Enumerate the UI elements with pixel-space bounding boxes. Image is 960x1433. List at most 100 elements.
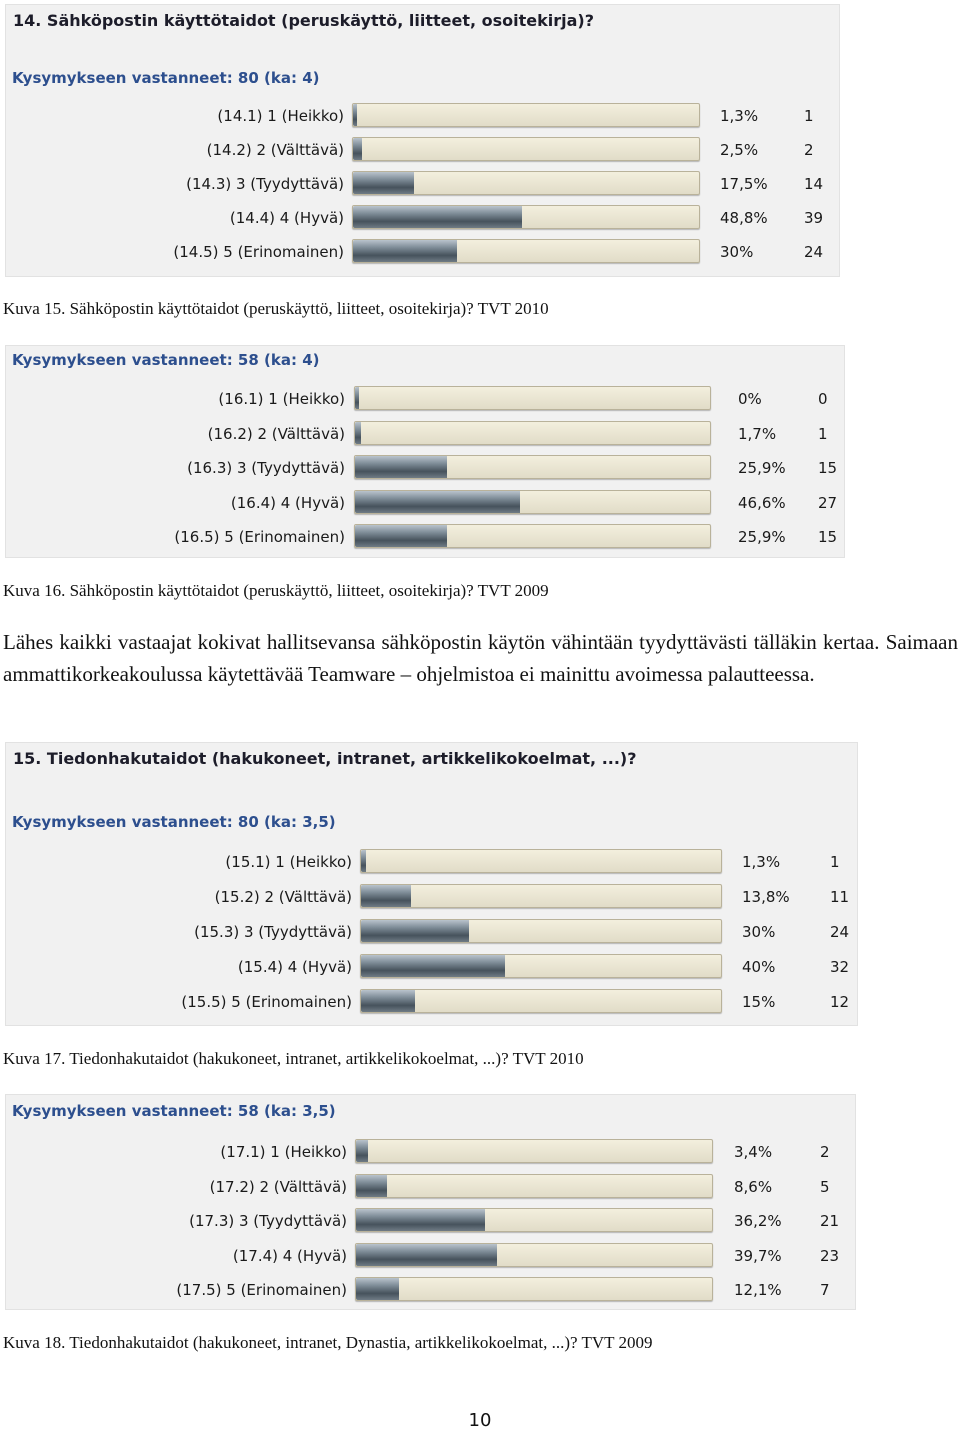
bar <box>356 1140 369 1162</box>
bar-row: (14.4) 4 (Hyvä) 48,8% 39 <box>6 205 839 231</box>
category-label: (16.4) 4 (Hyvä) <box>230 493 345 512</box>
percent-label: 0% <box>738 390 762 408</box>
category-label: (17.2) 2 (Välttävä) <box>209 1177 347 1196</box>
chart-panel-4: Kysymykseen vastanneet: 58 (ka: 3,5) (17… <box>5 1094 856 1310</box>
percent-label: 25,9% <box>738 459 786 477</box>
bar-row: (15.3) 3 (Tyydyttävä) 30% 24 <box>6 919 857 945</box>
bar-track <box>360 954 722 978</box>
category-label: (14.1) 1 (Heikko) <box>217 107 344 125</box>
percent-label: 13,8% <box>742 888 790 906</box>
bar-row: (17.3) 3 (Tyydyttävä) 36,2% 21 <box>6 1208 855 1234</box>
bar <box>355 387 359 409</box>
percent-label: 25,9% <box>738 528 786 546</box>
percent-label: 1,3% <box>720 107 759 125</box>
bar <box>355 525 447 547</box>
bar-row: (16.2) 2 (Välttävä) 1,7% 1 <box>6 420 844 447</box>
category-label: (17.3) 3 (Tyydyttävä) <box>189 1212 347 1230</box>
count-label: 1 <box>818 424 828 443</box>
bar <box>361 955 505 977</box>
bar <box>353 172 414 194</box>
category-label: (14.4) 4 (Hyvä) <box>229 209 344 227</box>
percent-label: 8,6% <box>734 1177 773 1196</box>
bar-track <box>352 137 700 161</box>
bar-track <box>360 849 722 873</box>
percent-label: 2,5% <box>720 141 759 159</box>
count-label: 1 <box>830 853 840 871</box>
percent-label: 1,7% <box>738 424 777 443</box>
bar <box>361 990 415 1012</box>
category-label: (17.4) 4 (Hyvä) <box>232 1246 347 1265</box>
category-label: (15.1) 1 (Heikko) <box>225 853 352 871</box>
bar <box>353 240 457 262</box>
respondents-label: Kysymykseen vastanneet: 58 (ka: 4) <box>12 351 320 369</box>
bar <box>361 885 411 907</box>
chart-panel-1: 14. Sähköpostin käyttötaidot (peruskäytt… <box>5 4 840 277</box>
bar <box>355 421 362 444</box>
bar-row: (15.1) 1 (Heikko) 1,3% 1 <box>6 849 857 875</box>
count-label: 2 <box>804 141 814 159</box>
bar-row: (16.1) 1 (Heikko) 0% 0 <box>6 386 844 412</box>
respondents-label: Kysymykseen vastanneet: 80 (ka: 4) <box>12 69 320 87</box>
count-label: 1 <box>804 107 814 125</box>
percent-label: 36,2% <box>734 1212 782 1230</box>
bar-row: (16.5) 5 (Erinomainen) 25,9% 15 <box>6 524 844 550</box>
figure-caption-15: Kuva 15. Sähköpostin käyttötaidot (perus… <box>3 299 549 318</box>
count-label: 15 <box>818 528 838 546</box>
bar <box>356 1209 485 1231</box>
chart-title: 15. Tiedonhakutaidot (hakukoneet, intran… <box>13 749 637 768</box>
percent-label: 1,3% <box>742 853 781 871</box>
count-label: 24 <box>830 923 850 941</box>
percent-label: 39,7% <box>734 1246 782 1265</box>
bar <box>355 456 447 478</box>
bar-track <box>354 420 711 445</box>
category-label: (17.1) 1 (Heikko) <box>220 1143 347 1161</box>
bar-row: (16.3) 3 (Tyydyttävä) 25,9% 15 <box>6 455 844 481</box>
category-label: (15.2) 2 (Välttävä) <box>214 888 352 906</box>
bar-track <box>355 1139 713 1163</box>
percent-label: 48,8% <box>720 209 768 227</box>
chart-panel-3: 15. Tiedonhakutaidot (hakukoneet, intran… <box>5 742 858 1026</box>
bar-track <box>352 205 700 229</box>
category-label: (15.5) 5 (Erinomainen) <box>181 993 352 1011</box>
percent-label: 15% <box>742 993 776 1011</box>
count-label: 11 <box>830 888 850 906</box>
count-label: 12 <box>830 993 850 1011</box>
bar-track <box>355 1208 713 1232</box>
percent-label: 40% <box>742 958 776 976</box>
bar-row: (17.4) 4 (Hyvä) 39,7% 23 <box>6 1242 855 1269</box>
percent-label: 30% <box>720 243 754 261</box>
bar-row: (17.5) 5 (Erinomainen) 12,1% 7 <box>6 1277 855 1303</box>
bar-row: (15.5) 5 (Erinomainen) 15% 12 <box>6 989 857 1015</box>
bar <box>355 490 521 513</box>
bar-row: (14.3) 3 (Tyydyttävä) 17,5% 14 <box>6 171 839 197</box>
bar-track <box>354 489 711 514</box>
category-label: (14.2) 2 (Välttävä) <box>206 141 344 159</box>
count-label: 23 <box>820 1246 840 1265</box>
bar-row: (14.1) 1 (Heikko) 1,3% 1 <box>6 103 839 129</box>
category-label: (16.3) 3 (Tyydyttävä) <box>187 459 345 477</box>
figure-caption-17: Kuva 17. Tiedonhakutaidot (hakukoneet, i… <box>3 1049 584 1068</box>
bar <box>353 138 362 160</box>
category-label: (16.5) 5 (Erinomainen) <box>174 528 345 546</box>
bar <box>353 206 522 228</box>
bar-row: (15.2) 2 (Välttävä) 13,8% 11 <box>6 884 857 910</box>
count-label: 24 <box>804 243 824 261</box>
bar <box>353 104 358 126</box>
chart-title: 14. Sähköpostin käyttötaidot (peruskäytt… <box>13 11 595 30</box>
category-label: (16.1) 1 (Heikko) <box>218 390 345 408</box>
figure-caption-18: Kuva 18. Tiedonhakutaidot (hakukoneet, i… <box>3 1333 653 1352</box>
bar-track <box>360 919 722 943</box>
count-label: 39 <box>804 209 824 227</box>
respondents-label: Kysymykseen vastanneet: 58 (ka: 3,5) <box>12 1102 336 1120</box>
bar-track <box>352 239 700 263</box>
bar-row: (17.1) 1 (Heikko) 3,4% 2 <box>6 1139 855 1165</box>
count-label: 15 <box>818 459 838 477</box>
percent-label: 46,6% <box>738 493 786 512</box>
count-label: 27 <box>818 493 838 512</box>
count-label: 21 <box>820 1212 840 1230</box>
percent-label: 3,4% <box>734 1143 773 1161</box>
count-label: 14 <box>804 175 824 193</box>
bar-row: (14.2) 2 (Välttävä) 2,5% 2 <box>6 137 839 163</box>
bar-track <box>355 1277 713 1301</box>
category-label: (14.5) 5 (Erinomainen) <box>173 243 344 261</box>
